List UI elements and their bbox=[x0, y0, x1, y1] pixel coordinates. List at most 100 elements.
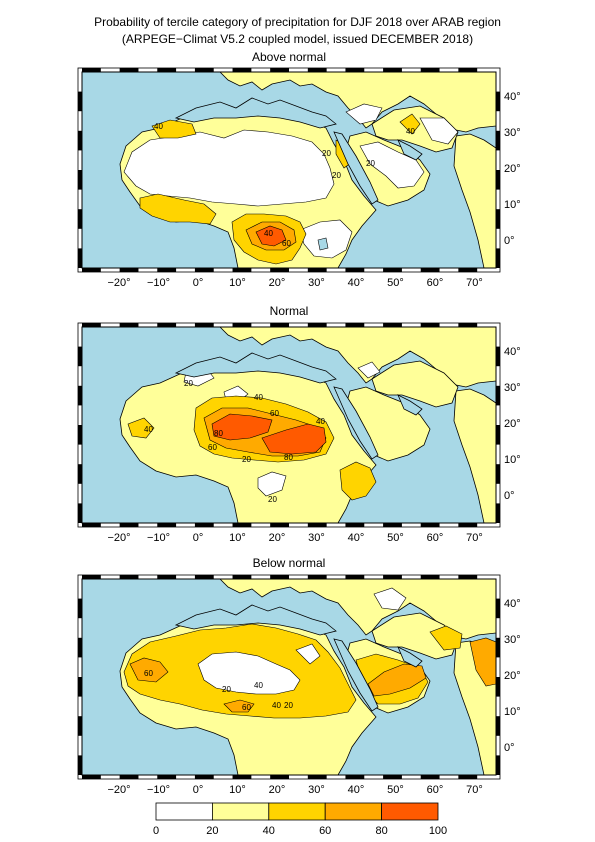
frame-bar bbox=[270, 775, 289, 779]
figure-title: Probability of tercile category of preci… bbox=[94, 15, 501, 29]
frame-bar bbox=[194, 775, 214, 779]
frame-bar bbox=[496, 170, 500, 190]
frame-bar bbox=[307, 68, 327, 72]
frame-ticks bbox=[77, 574, 501, 780]
frame-bar bbox=[420, 268, 440, 272]
region-0-20 bbox=[345, 103, 383, 125]
longitude-tick-label: 70° bbox=[466, 784, 483, 796]
frame-bar bbox=[496, 248, 500, 268]
frame-bar bbox=[78, 464, 82, 484]
frame-bar bbox=[307, 775, 327, 779]
colorbar-tick-label: 20 bbox=[206, 825, 218, 837]
frame-bar bbox=[270, 68, 289, 72]
contour-label: 80 bbox=[214, 429, 223, 438]
frame-bar bbox=[194, 323, 214, 327]
contour-label: 60 bbox=[282, 239, 291, 248]
frame-bar bbox=[496, 209, 500, 229]
frame-bar bbox=[383, 575, 402, 579]
longitude-tick-label: −10° bbox=[147, 784, 170, 796]
colorbar-segment bbox=[381, 802, 439, 821]
longitude-tick-label: 20° bbox=[269, 532, 286, 544]
frame-bar bbox=[232, 323, 252, 327]
contour-label: 40 bbox=[316, 417, 325, 426]
contour-labels: 60 20 40 40 20 60 bbox=[144, 669, 293, 712]
longitude-tick-label: −20° bbox=[107, 532, 130, 544]
frame-bar bbox=[232, 68, 252, 72]
frame-ticks bbox=[77, 67, 501, 273]
region-0-20 bbox=[295, 643, 321, 665]
colorbar-segment bbox=[155, 802, 213, 821]
frame-bar bbox=[383, 68, 402, 72]
frame-bar bbox=[119, 268, 139, 272]
frame-bar bbox=[307, 575, 327, 579]
longitude-tick-label: 60° bbox=[427, 784, 444, 796]
frame-bar bbox=[119, 68, 139, 72]
longitude-tick-label: 60° bbox=[427, 277, 444, 289]
frame-bar bbox=[496, 755, 500, 775]
latitude-tick-label: 10° bbox=[504, 706, 521, 718]
frame-bar bbox=[78, 346, 82, 367]
frame-bar bbox=[496, 598, 500, 619]
frame-bar bbox=[496, 637, 500, 658]
frame-bar bbox=[420, 323, 440, 327]
frame-bar bbox=[496, 425, 500, 445]
longitude-tick-label: 10° bbox=[229, 784, 246, 796]
contour-label: 40 bbox=[264, 229, 273, 238]
frame-bar bbox=[496, 677, 500, 697]
frame-bar bbox=[157, 268, 177, 272]
colorbar-tick-label: 80 bbox=[375, 825, 387, 837]
frame-bar bbox=[82, 575, 101, 579]
longitude-tick-label: 30° bbox=[308, 277, 325, 289]
latitude-tick-label: 10° bbox=[504, 199, 521, 211]
med-sea bbox=[174, 604, 337, 636]
latitude-tick-label: 0° bbox=[504, 742, 515, 754]
longitude-tick-label: 70° bbox=[466, 277, 483, 289]
region-60-80 bbox=[129, 657, 169, 683]
frame-bar bbox=[270, 268, 289, 272]
region-60-80 bbox=[469, 637, 496, 687]
longitude-tick-label: 70° bbox=[466, 532, 483, 544]
contour-label: 20 bbox=[366, 159, 375, 168]
contour-label: 40 bbox=[144, 425, 153, 434]
frame-bar bbox=[78, 503, 82, 523]
frame-bar bbox=[307, 323, 327, 327]
panel-below-normal: Below normal 60 bbox=[77, 556, 521, 796]
frame-bar bbox=[78, 425, 82, 445]
frame-bar bbox=[157, 775, 177, 779]
frame-bar bbox=[232, 523, 252, 527]
contour-label: 60 bbox=[208, 443, 217, 452]
frame-bar bbox=[78, 755, 82, 775]
frame-bar bbox=[420, 575, 440, 579]
panel-title: Above normal bbox=[252, 50, 326, 64]
region-0-20 bbox=[197, 651, 301, 695]
latitude-tick-label: 20° bbox=[504, 163, 521, 175]
colorbar-tick-label: 60 bbox=[319, 825, 331, 837]
frame-bar bbox=[345, 575, 365, 579]
frame-bar bbox=[232, 775, 252, 779]
latitude-tick-label: 30° bbox=[504, 634, 521, 646]
frame-bar bbox=[78, 598, 82, 619]
frame-bar bbox=[345, 523, 365, 527]
longitude-tick-label: 0° bbox=[193, 532, 204, 544]
frame-bar bbox=[496, 503, 500, 523]
land-india bbox=[453, 133, 496, 268]
latitude-tick-label: 0° bbox=[504, 235, 515, 247]
contour-label: 20 bbox=[222, 685, 231, 694]
gulf bbox=[397, 139, 423, 161]
frame-bar bbox=[270, 523, 289, 527]
latitude-tick-label: 40° bbox=[504, 91, 521, 103]
longitude-tick-label: 50° bbox=[387, 784, 404, 796]
frame-bar bbox=[496, 464, 500, 484]
frame-bar bbox=[78, 209, 82, 229]
figure-subtitle: (ARPEGE−Climat V5.2 coupled model, issue… bbox=[121, 32, 474, 46]
frame-bar bbox=[78, 91, 82, 112]
latitude-tick-label: 0° bbox=[504, 490, 515, 502]
region-80-100 bbox=[211, 413, 273, 441]
longitude-tick-label: 40° bbox=[348, 532, 365, 544]
region-40-60 bbox=[339, 461, 377, 501]
frame-bar bbox=[383, 523, 402, 527]
frame-bar bbox=[78, 677, 82, 697]
longitude-tick-label: 0° bbox=[193, 277, 204, 289]
colorbar-tick-label: 100 bbox=[429, 825, 447, 837]
latitude-tick-label: 10° bbox=[504, 454, 521, 466]
